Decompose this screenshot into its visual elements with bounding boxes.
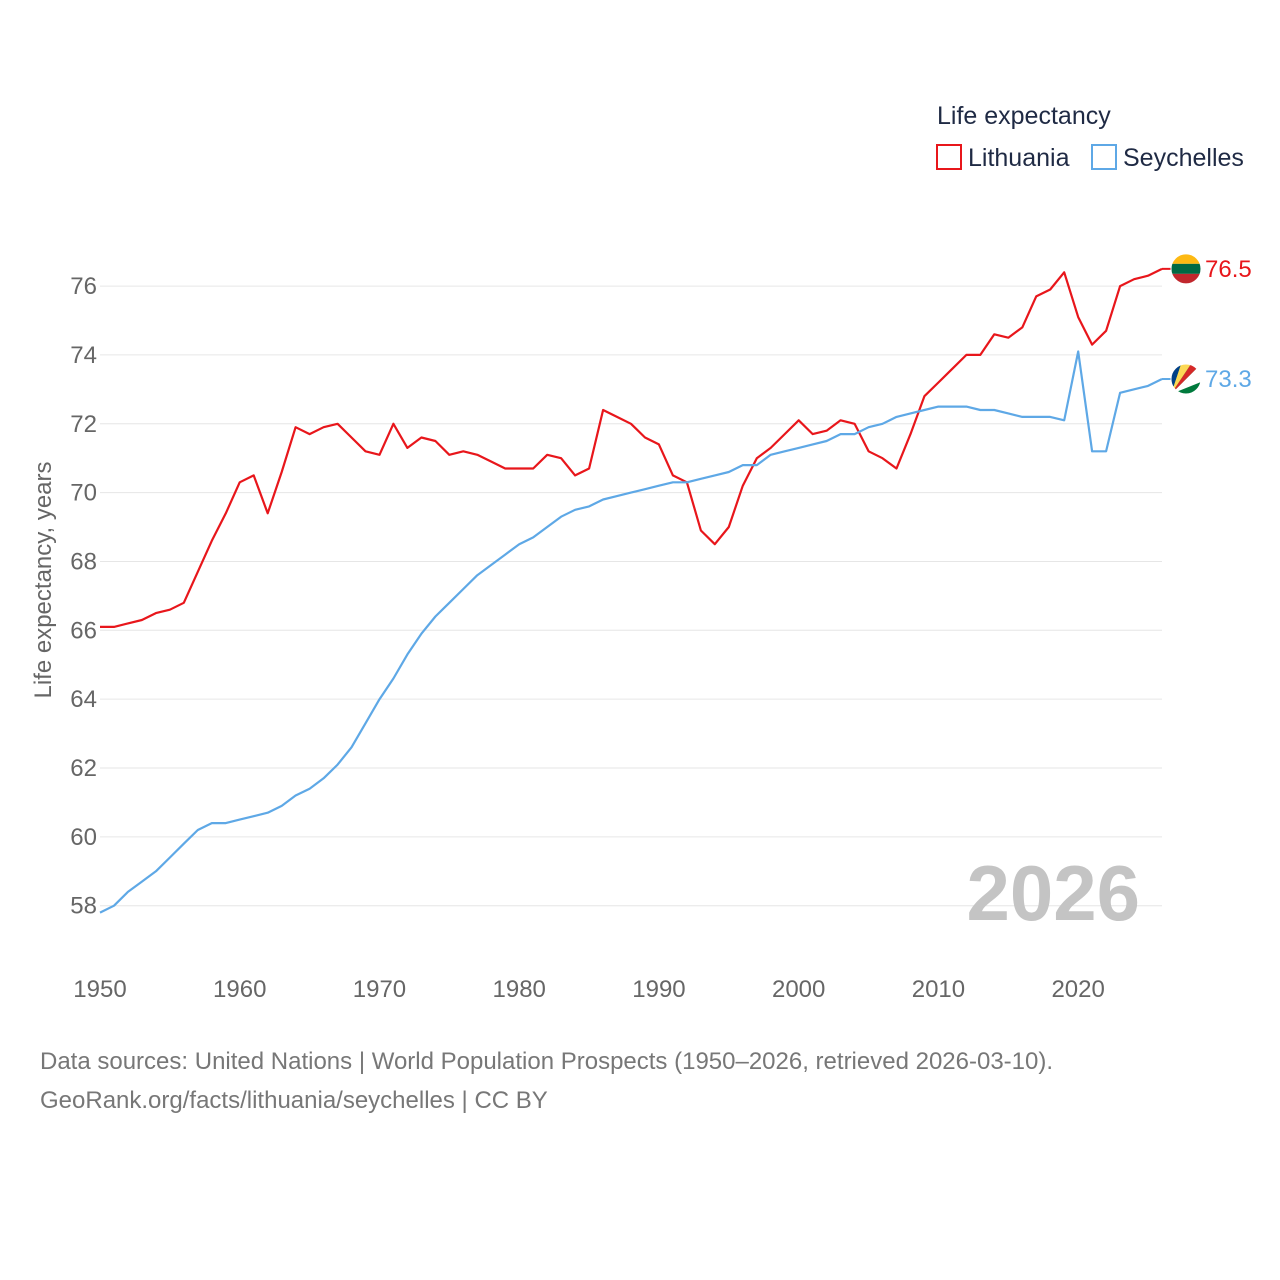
end-value-lithuania: 76.5	[1205, 256, 1252, 283]
footer-sources: Data sources: United Nations | World Pop…	[40, 1048, 1054, 1075]
y-axis-ticks: 58 60 62 64 66 68 70 72 74 76	[70, 273, 97, 920]
y-tick-label: 72	[70, 411, 97, 438]
x-axis-ticks: 1950 1960 1970 1980 1990 2000 2010 2020	[73, 976, 1105, 1003]
x-tick-label: 2000	[772, 976, 825, 1003]
footer: Data sources: United Nations | World Pop…	[40, 1042, 1053, 1120]
x-tick-label: 1950	[73, 976, 126, 1003]
y-tick-label: 68	[70, 548, 97, 575]
series-lines	[99, 267, 1163, 914]
y-tick-label: 62	[70, 755, 97, 782]
legend-swatch-seychelles	[1091, 144, 1117, 170]
series-line-seychelles	[99, 350, 1163, 914]
seychelles-flag-icon	[1170, 363, 1202, 395]
y-tick-label: 76	[70, 273, 97, 300]
series-line-lithuania	[100, 267, 1163, 629]
y-axis-label: Life expectancy, years	[30, 461, 57, 698]
x-tick-label: 2020	[1051, 976, 1104, 1003]
legend-swatch-lithuania	[936, 144, 962, 170]
y-tick-label: 58	[70, 893, 97, 920]
y-tick-label: 74	[70, 342, 97, 369]
x-tick-label: 1960	[213, 976, 266, 1003]
legend-label-lithuania: Lithuania	[968, 144, 1070, 172]
y-tick-label: 70	[70, 480, 97, 507]
grid-lines	[100, 285, 1162, 907]
legend-item-lithuania[interactable]: Lithuania	[936, 144, 1070, 172]
year-watermark: 2026	[966, 849, 1140, 937]
x-tick-label: 2010	[912, 976, 965, 1003]
line-chart: 58 60 62 64 66 68 70 72 74 76 1950 1960 1970 1980 199…	[30, 102, 1252, 1003]
y-tick-label: 60	[70, 824, 97, 851]
x-tick-label: 1980	[493, 976, 546, 1003]
y-tick-label: 66	[70, 617, 97, 644]
legend-title: Life expectancy	[937, 102, 1111, 130]
x-tick-label: 1990	[632, 976, 685, 1003]
x-tick-label: 1970	[353, 976, 406, 1003]
legend-label-seychelles: Seychelles	[1123, 144, 1244, 172]
y-tick-label: 64	[70, 686, 97, 713]
end-value-seychelles: 73.3	[1205, 366, 1252, 393]
end-labels: 76.5 73.3	[1162, 253, 1252, 395]
legend: Life expectancy Lithuania Seychelles	[936, 102, 1244, 172]
legend-item-seychelles[interactable]: Seychelles	[1091, 144, 1244, 172]
footer-link[interactable]: GeoRank.org/facts/lithuania/seychelles |…	[40, 1087, 548, 1114]
lithuania-flag-icon	[1170, 253, 1202, 285]
